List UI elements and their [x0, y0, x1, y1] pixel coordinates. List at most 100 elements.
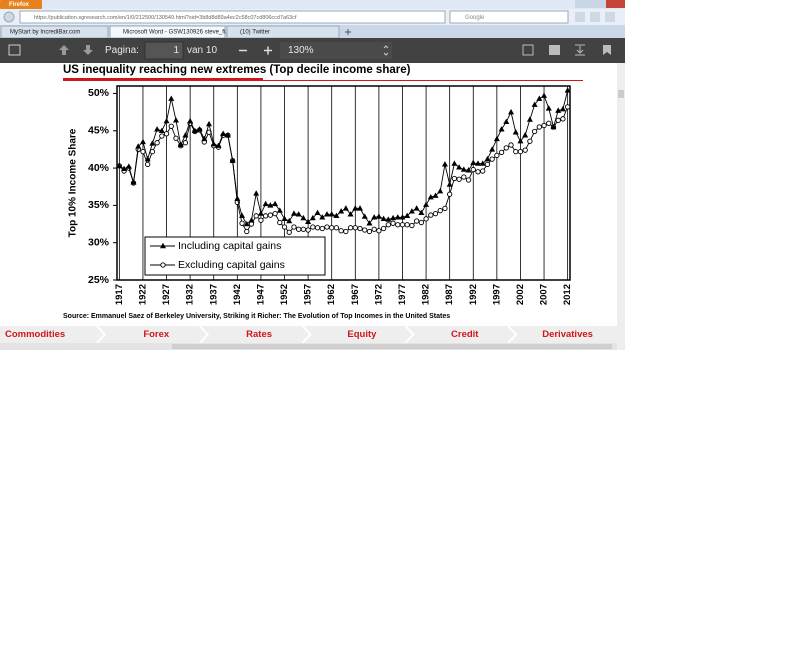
scroll-thumb[interactable]: [618, 90, 624, 98]
point-marker: [267, 212, 274, 218]
nav-item[interactable]: Commodities: [5, 329, 65, 340]
x-tick-label: 1942: [232, 284, 243, 305]
point-marker: [517, 149, 524, 155]
point-marker: [276, 207, 283, 213]
toolbar-icon[interactable]: [575, 12, 585, 22]
point-marker: [191, 127, 198, 133]
point-marker: [451, 175, 458, 182]
point-marker: [494, 152, 500, 159]
bookmark-button[interactable]: [603, 45, 611, 55]
point-marker: [347, 211, 354, 217]
point-marker: [441, 161, 448, 167]
close-window[interactable]: [606, 0, 625, 8]
y-tick-label: 30%: [88, 236, 110, 248]
point-marker: [541, 92, 548, 98]
back-button[interactable]: [3, 11, 15, 23]
point-marker: [314, 209, 321, 216]
point-marker: [418, 209, 425, 216]
point-marker: [362, 227, 368, 233]
tab-title: MyStart by IncrediBar.com: [10, 30, 80, 36]
point-marker: [474, 160, 481, 166]
nav-item[interactable]: Derivatives: [542, 329, 593, 340]
point-marker: [357, 225, 363, 232]
point-marker: [333, 225, 340, 231]
point-marker: [484, 161, 491, 167]
point-marker: [324, 224, 330, 230]
point-marker: [484, 155, 491, 162]
point-marker: [413, 218, 420, 224]
x-tick-label: 1972: [373, 284, 384, 305]
nav-item[interactable]: Credit: [451, 329, 479, 340]
page-input[interactable]: [144, 41, 184, 60]
point-marker: [314, 225, 321, 231]
zoom-arrow: [383, 45, 389, 56]
page-label: Pagina:: [105, 45, 139, 56]
vertical-scrollbar[interactable]: [617, 63, 625, 350]
point-marker: [366, 220, 373, 226]
firefox-button[interactable]: [0, 0, 42, 9]
new-tab[interactable]: [345, 29, 351, 35]
point-marker: [531, 128, 538, 135]
nav-item[interactable]: Forex: [143, 329, 170, 340]
point-marker: [309, 214, 316, 221]
point-marker: [446, 181, 453, 187]
print-button[interactable]: [549, 45, 560, 55]
point-marker: [550, 123, 557, 130]
nav-item[interactable]: Equity: [347, 329, 377, 340]
point-marker: [522, 147, 528, 153]
point-marker: [239, 212, 246, 219]
point-marker: [428, 212, 434, 218]
point-marker: [418, 219, 425, 226]
point-marker: [196, 126, 203, 132]
fullscreen-button[interactable]: [522, 44, 534, 56]
point-marker: [427, 193, 434, 200]
point-marker: [361, 213, 368, 219]
point-marker: [536, 95, 543, 101]
x-tick-label: 1967: [350, 284, 361, 305]
point-marker: [479, 160, 486, 166]
toolbar-icon[interactable]: [590, 12, 600, 22]
x-tick-label: 1917: [114, 284, 125, 305]
download-button[interactable]: [575, 44, 585, 56]
y-axis-label: Top 10% Income Share: [68, 128, 79, 237]
point-marker: [144, 155, 151, 162]
previous-page[interactable]: [59, 45, 69, 55]
point-marker: [145, 161, 151, 167]
search-box[interactable]: [449, 10, 569, 24]
point-marker: [272, 200, 279, 207]
x-tick-label: 1987: [444, 284, 455, 305]
scroll-thumb[interactable]: [172, 344, 612, 349]
y-tick-label: 25%: [88, 274, 110, 286]
zoom-in[interactable]: [264, 46, 272, 55]
point-marker: [154, 140, 160, 146]
point-marker: [489, 156, 495, 162]
point-marker: [281, 215, 288, 222]
point-marker: [399, 222, 406, 228]
point-marker: [489, 146, 496, 152]
point-marker: [522, 132, 529, 138]
nav-item[interactable]: Rates: [246, 329, 272, 340]
legend-box: [144, 236, 326, 276]
point-marker: [262, 200, 269, 207]
point-marker: [465, 177, 472, 183]
point-marker: [376, 228, 382, 234]
point-marker: [555, 117, 561, 123]
next-page[interactable]: [83, 45, 93, 55]
point-marker: [541, 122, 547, 129]
x-tick-label: 1937: [208, 284, 219, 305]
point-marker: [258, 217, 264, 223]
url-bar[interactable]: [19, 10, 446, 24]
point-marker: [545, 105, 552, 111]
point-marker: [352, 205, 359, 211]
zoom-select[interactable]: [280, 42, 392, 59]
point-marker: [380, 215, 387, 222]
toolbar-icon[interactable]: [605, 12, 615, 22]
point-marker: [375, 213, 382, 219]
point-marker: [357, 205, 364, 211]
point-marker: [437, 207, 443, 214]
sidebar-toggle[interactable]: [8, 44, 21, 56]
point-marker: [305, 227, 311, 233]
x-tick-label: 1952: [279, 284, 290, 305]
x-tick-label: 1922: [137, 284, 148, 305]
point-marker: [201, 135, 208, 142]
